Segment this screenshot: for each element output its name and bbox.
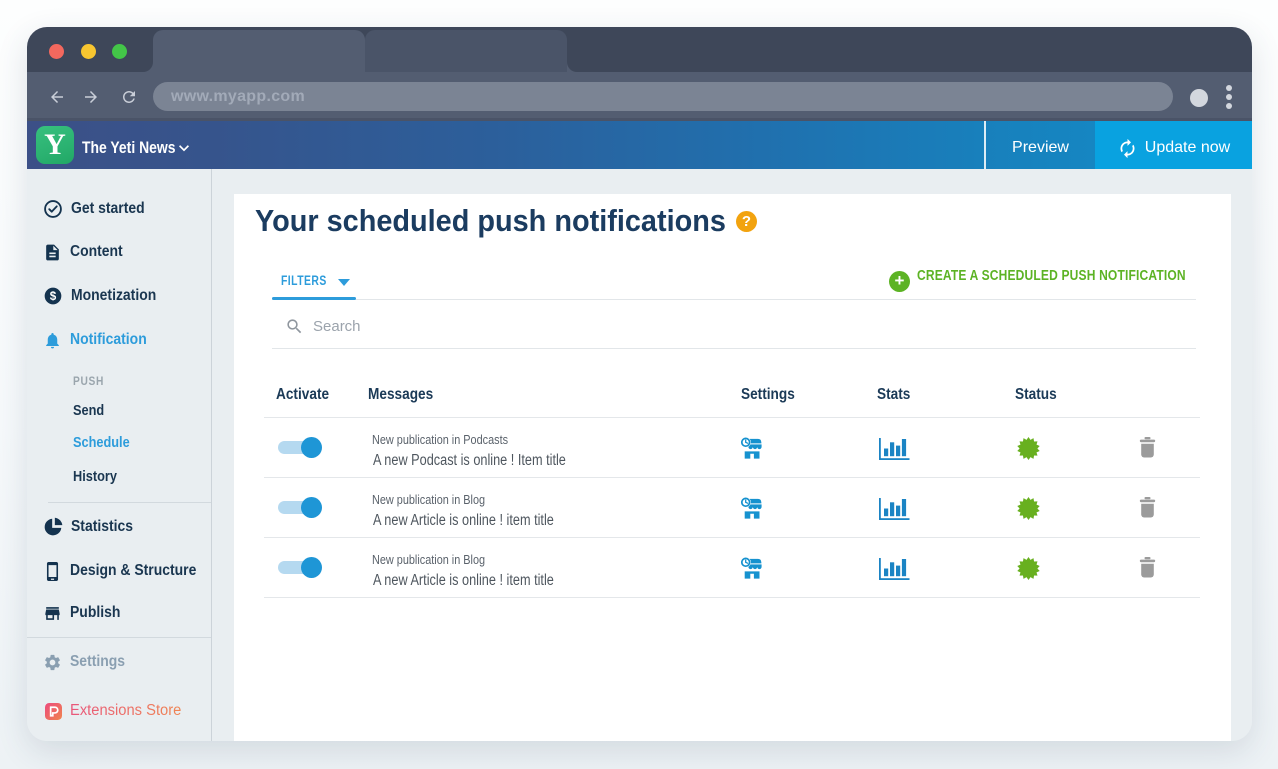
svg-text:$: $ [49, 290, 56, 303]
